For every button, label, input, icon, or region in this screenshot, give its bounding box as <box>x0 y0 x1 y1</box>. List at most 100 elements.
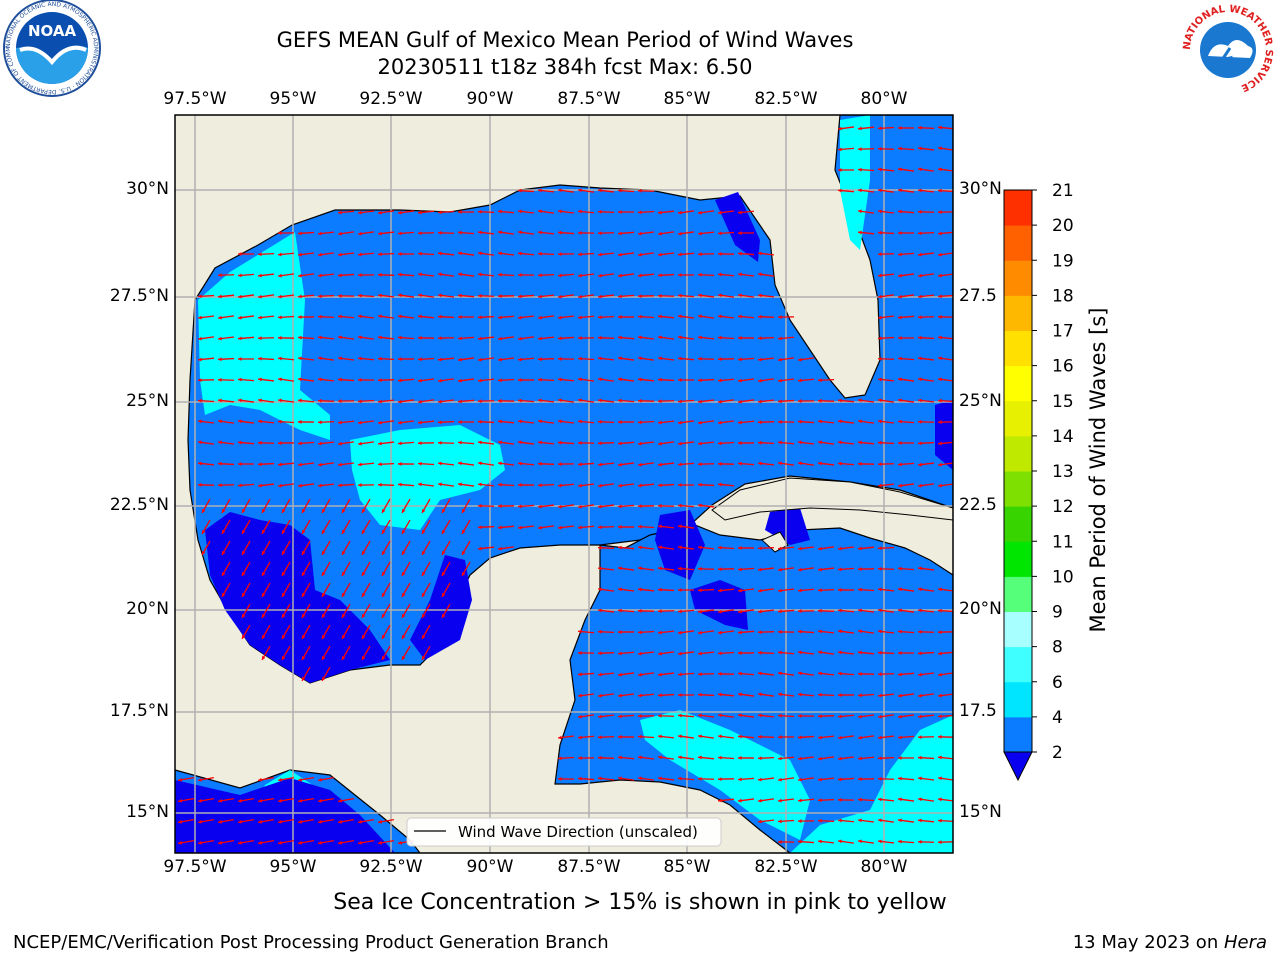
wind-wave-arrow <box>201 540 211 556</box>
wind-wave-arrow <box>577 504 595 509</box>
wind-wave-arrow <box>857 398 875 403</box>
wind-wave-arrow <box>857 419 875 424</box>
wind-wave-arrow <box>697 713 715 718</box>
wind-wave-arrow <box>397 441 415 446</box>
wind-wave-arrow <box>917 818 935 823</box>
colorbar-segment <box>1004 716 1032 753</box>
wind-wave-arrow <box>361 540 371 556</box>
wind-wave-arrow <box>857 650 875 655</box>
wind-wave-arrow <box>697 399 715 404</box>
wind-wave-arrow <box>697 210 715 215</box>
wind-wave-arrow <box>297 335 315 340</box>
wind-wave-arrow <box>257 419 275 424</box>
wind-wave-arrow <box>221 498 231 514</box>
wind-wave-arrow <box>657 231 675 236</box>
wind-wave-arrow <box>437 461 455 466</box>
wind-wave-arrow <box>437 251 455 256</box>
wind-wave-arrow <box>697 566 715 571</box>
wind-wave-arrow <box>797 378 815 383</box>
wind-wave-arrow <box>277 252 295 257</box>
wind-wave-arrow <box>237 440 255 445</box>
axis-tick-label: 82.5°W <box>754 857 818 877</box>
wind-wave-arrow <box>937 146 953 151</box>
wind-wave-arrow <box>697 335 715 340</box>
wind-wave-arrow <box>317 231 335 236</box>
wind-wave-arrow <box>757 420 775 425</box>
wind-wave-arrow <box>281 582 291 598</box>
wind-wave-arrow <box>617 231 635 236</box>
wind-wave-arrow <box>417 231 435 236</box>
wind-wave-arrow <box>677 609 695 614</box>
wind-wave-arrow <box>237 273 255 278</box>
colorbar-tick-label: 13 <box>1052 462 1074 482</box>
wind-wave-arrow <box>857 671 875 676</box>
wind-wave-arrow <box>857 797 875 802</box>
wind-wave-arrow <box>877 693 895 698</box>
wind-wave-arrow <box>281 540 291 556</box>
wind-wave-arrow <box>617 294 635 299</box>
wind-wave-arrow <box>457 420 475 424</box>
wind-wave-arrow <box>597 693 615 698</box>
wind-wave-arrow <box>497 251 515 256</box>
wind-wave-arrow <box>361 645 371 661</box>
wind-wave-arrow <box>377 356 395 361</box>
colorbar-segment <box>1004 435 1032 472</box>
wind-wave-arrow <box>337 399 355 403</box>
wind-wave-arrow <box>577 252 595 257</box>
wind-wave-arrow <box>737 777 755 782</box>
wind-wave-arrow <box>417 357 435 362</box>
wind-wave-arrow <box>318 818 334 824</box>
wind-wave-arrow <box>441 498 451 514</box>
noaa-logo-text: NOAA <box>28 22 77 40</box>
wind-wave-arrow <box>777 692 795 697</box>
deep-region-caymans <box>690 580 748 630</box>
wind-wave-arrow <box>917 398 935 403</box>
wind-wave-arrow <box>937 420 953 425</box>
wind-wave-arrow <box>617 587 635 592</box>
wind-wave-arrow <box>277 231 295 236</box>
map-legend: Wind Wave Direction (unscaled) <box>406 817 722 847</box>
axis-tick-label: 27.5 <box>959 286 997 306</box>
wind-wave-arrow <box>597 525 615 530</box>
wind-wave-arrow <box>517 483 535 487</box>
wind-wave-arrow <box>577 525 595 530</box>
light-region-honduras <box>640 710 810 840</box>
wind-wave-arrow <box>477 230 495 235</box>
wind-wave-arrow <box>301 624 311 640</box>
wind-wave-arrow <box>617 273 635 278</box>
wind-wave-arrow <box>697 776 715 781</box>
wind-wave-arrow <box>877 756 895 761</box>
wind-wave-arrow <box>697 588 715 593</box>
wind-wave-arrow <box>777 650 795 655</box>
wind-wave-arrow <box>637 188 655 193</box>
wind-wave-arrow <box>401 603 411 619</box>
wind-wave-arrow <box>777 839 795 844</box>
wind-wave-arrow <box>321 498 331 514</box>
wind-wave-arrow <box>817 567 835 572</box>
wind-wave-arrow <box>318 776 334 782</box>
wind-wave-arrow <box>797 629 815 634</box>
wind-wave-arrow <box>837 461 855 466</box>
wind-wave-arrow <box>697 734 715 739</box>
wind-wave-arrow <box>937 797 953 802</box>
axis-tick-label: 90°W <box>466 857 514 877</box>
wind-wave-arrow <box>777 420 795 424</box>
wind-wave-arrow <box>321 624 331 640</box>
wind-wave-arrow <box>377 314 395 319</box>
wind-wave-arrow <box>917 231 935 236</box>
wind-wave-arrow <box>421 582 431 598</box>
wind-wave-arrow <box>217 440 235 445</box>
wind-wave-arrow <box>358 839 374 845</box>
wind-wave-arrow <box>717 651 735 656</box>
wind-wave-arrow <box>877 714 895 719</box>
wind-wave-arrow <box>817 735 835 740</box>
wind-wave-arrow <box>697 272 715 277</box>
wind-wave-arrow <box>537 419 555 424</box>
wind-wave-arrow <box>717 335 735 340</box>
wind-wave-arrow <box>597 483 615 488</box>
wind-wave-arrow <box>577 398 595 403</box>
wind-wave-arrow <box>417 335 435 340</box>
wind-wave-arrow <box>617 315 635 319</box>
wind-wave-arrow <box>877 650 895 655</box>
wind-wave-arrow <box>337 314 355 319</box>
